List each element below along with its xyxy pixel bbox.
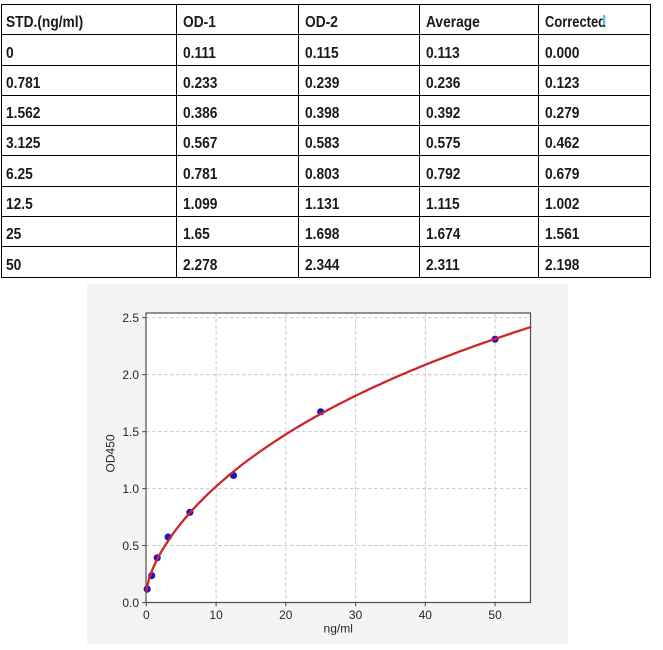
svg-text:0.5: 0.5 bbox=[122, 538, 139, 552]
svg-text:50: 50 bbox=[488, 608, 502, 622]
svg-text:ng/ml: ng/ml bbox=[323, 621, 352, 635]
svg-text:OD450: OD450 bbox=[103, 434, 117, 472]
svg-text:1.0: 1.0 bbox=[122, 481, 139, 495]
svg-text:10: 10 bbox=[209, 608, 223, 622]
svg-text:2.5: 2.5 bbox=[122, 311, 139, 325]
svg-text:20: 20 bbox=[279, 608, 293, 622]
svg-text:1.5: 1.5 bbox=[122, 424, 139, 438]
svg-text:0: 0 bbox=[142, 608, 149, 622]
svg-text:30: 30 bbox=[348, 608, 362, 622]
svg-text:2.0: 2.0 bbox=[122, 367, 139, 381]
svg-text:0.0: 0.0 bbox=[122, 595, 139, 609]
svg-text:40: 40 bbox=[418, 608, 432, 622]
